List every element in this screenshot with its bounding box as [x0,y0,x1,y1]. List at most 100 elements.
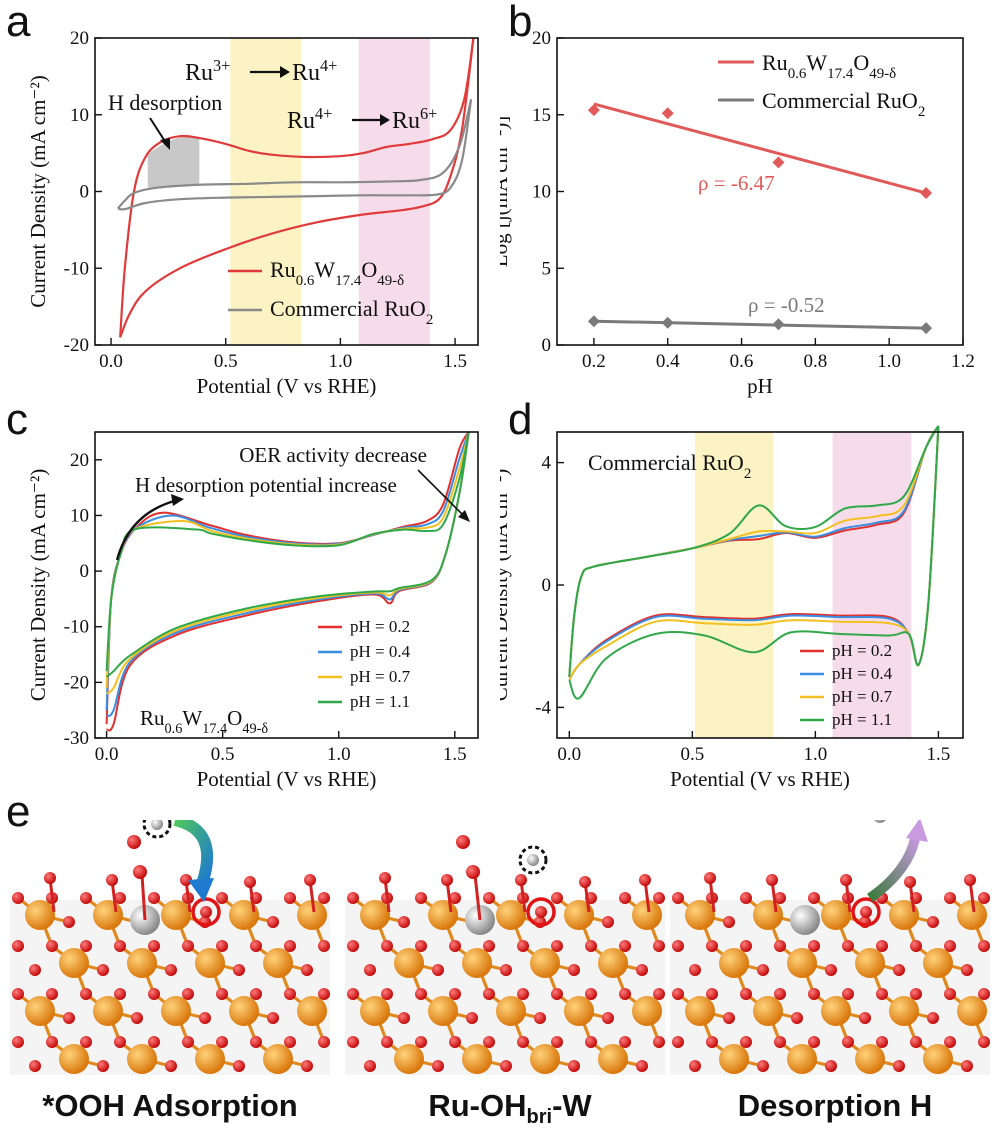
o-atom [910,940,922,952]
surface-o-atom [106,874,118,886]
o-atom [927,1012,939,1024]
ru-atom [25,996,55,1026]
a-legend-label-0-part: Ru [270,257,296,282]
o-atom [636,964,648,976]
panel-letter-e: e [6,787,31,836]
o-atom [842,1036,854,1048]
o-atom [602,1012,614,1024]
ru-atom [719,948,749,978]
ru-atom [127,1044,157,1074]
c-ytick-label: 0 [80,561,90,582]
o-atom [97,964,109,976]
o-atom [893,964,905,976]
d-xtick-label: 1.0 [803,744,827,765]
b-legend-label-0-part: W [806,50,827,75]
c-annot-catalyst-part: O [227,706,242,730]
o-atom [165,1060,177,1072]
o-atom [318,1036,330,1048]
o-atom [415,940,427,952]
o-atom [250,940,262,952]
ru-atom [632,900,662,930]
c-legend-label-3: pH = 1.1 [350,692,410,711]
c-ytick-label: -30 [64,728,89,749]
ru-atom [530,1044,560,1074]
ru-atom [530,948,560,978]
o-atom [791,1012,803,1024]
o-atom [517,1036,529,1048]
a-xtick-label: 0.5 [214,351,238,372]
o-atom [284,892,296,904]
c-xtick-label: 1.0 [327,744,351,765]
a-h-desorption-area [147,136,200,188]
target-ring [851,897,881,927]
ru-atom [394,948,424,978]
ru-atom [685,996,715,1026]
a-annot-ru4a: Ru4+ [292,56,337,87]
o-atom [216,892,228,904]
ru-atom [161,900,191,930]
d-title-part: Commercial RuO [588,450,744,475]
b-point-1-0 [587,315,600,328]
o-atom [757,964,769,976]
o-atom [706,940,718,952]
o-atom [381,1036,393,1048]
b-point-1-1 [661,316,674,329]
ru-atom [195,948,225,978]
o-atom [653,988,665,1000]
o-atom [63,916,75,928]
c-annot-hdes-arrow [115,498,179,561]
a-legend-label-0-part: 49-δ [377,273,404,289]
d-legend-label-2: pH = 0.7 [832,687,893,706]
o-atom [876,940,888,952]
a-series-0-anodic [119,37,475,338]
surface-o-atom [441,874,453,886]
o-atom [842,940,854,952]
c-ytick-label: 20 [70,450,89,471]
o-atom [740,940,752,952]
chart-d-cv-ruo2: pH = 0.2 pH = 0.4 pH = 0.7 pH = 1.1 0.0 0.5 1.… [500,425,964,791]
o-atom [449,988,461,1000]
d-title-part: 2 [744,466,751,482]
a-ytick-label: 0 [80,182,90,203]
a-annot-arrowhead [160,138,170,150]
release-arrow [867,833,921,903]
a-annot-h-desorption: H desorption [108,90,222,115]
o-atom [534,1012,546,1024]
a-xtick-label: 1.0 [329,351,353,372]
b-ytick-label: 20 [532,28,551,49]
b-legend-label-0-part: Ru [762,50,788,75]
ru-atom [685,900,715,930]
ru-atom [564,900,594,930]
o-atom [842,988,854,1000]
a-ytick-label: 20 [70,28,89,49]
a-annot-arrow2-head [380,114,390,126]
o-atom [774,940,786,952]
structure-label-w: -W [552,1088,592,1123]
o-atom [114,1036,126,1048]
o-atom [602,916,614,928]
o-atom [267,1012,279,1024]
a-series-0-cathodic [119,37,475,338]
o-atom [182,1036,194,1048]
structure-label-ru-oh: Ru-OH [428,1088,527,1123]
o-atom [808,1036,820,1048]
o-atom [672,892,684,904]
ru-atom [394,1044,424,1074]
o-atom [808,892,820,904]
d-xlabel: Potential (V vs RHE) [670,767,850,791]
o-atom [364,964,376,976]
o-atom [216,940,228,952]
a-annot-ru6-part: Ru [392,108,420,134]
ru-atom [229,900,259,930]
o-atom [978,988,990,1000]
b-legend-label-0-part: O [853,50,869,75]
d-series-3-anodic [568,425,940,677]
c-annot-oer: OER activity decrease [239,443,427,467]
ru-atom [229,996,259,1026]
o-atom [148,892,160,904]
release-arrowhead [906,820,928,842]
o-atom [250,1036,262,1048]
d-legend-label-1: pH = 0.4 [832,664,893,683]
b-ylabel: Log [j(mA cm⁻²)] [500,116,512,268]
d-xtick-label: 0.5 [680,744,704,765]
